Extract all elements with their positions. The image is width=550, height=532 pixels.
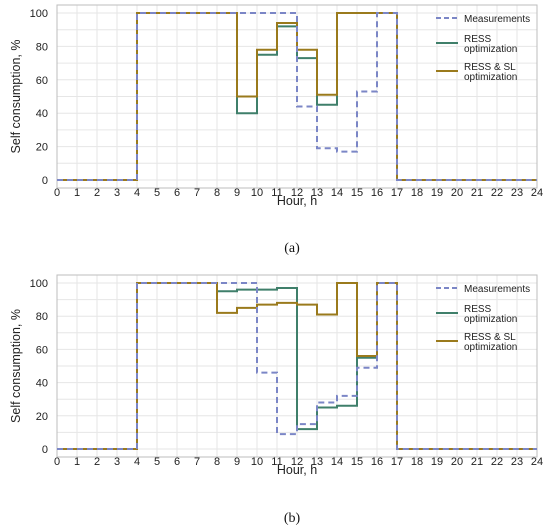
x-tick-label: 7 bbox=[194, 456, 200, 468]
y-tick-labels: 0 20 40 60 80 100 bbox=[30, 8, 48, 187]
y-tick-label: 100 bbox=[30, 8, 48, 20]
x-tick-label: 17 bbox=[391, 187, 403, 199]
x-tick-label: 23 bbox=[511, 456, 523, 468]
x-tick-label: 12 bbox=[291, 187, 303, 199]
x-tick-label: 11 bbox=[271, 456, 282, 468]
x-tick-label: 8 bbox=[214, 187, 220, 199]
series-line-measurements bbox=[57, 12, 537, 181]
x-tick-label: 24 bbox=[531, 187, 543, 199]
x-tick-label: 2 bbox=[94, 456, 100, 468]
x-tick-label: 16 bbox=[371, 187, 383, 199]
x-tick-label: 0 bbox=[54, 456, 60, 468]
y-tick-label: 0 bbox=[42, 444, 48, 456]
x-tick-label: 9 bbox=[234, 187, 240, 199]
y-tick-label: 80 bbox=[36, 41, 48, 53]
legend-label: optimization bbox=[464, 342, 517, 353]
x-tick-label: 19 bbox=[431, 187, 443, 199]
y-tick-label: 60 bbox=[36, 344, 48, 356]
x-tick-label: 22 bbox=[491, 456, 503, 468]
chart-panel-b: 0 1 2 3 4 5 6 7 8 9 10 11 12 13 14 15 16 17 18 19 20 21 22 23 24… bbox=[9, 274, 543, 526]
x-tick-label: 6 bbox=[174, 456, 180, 468]
y-tick-label: 60 bbox=[36, 75, 48, 87]
x-tick-labels: 0 1 2 3 4 5 6 7 8 9 10 11 12 13 14 15 16 17 18 19 20 21 22 23 24 bbox=[54, 187, 543, 199]
x-tick-label: 5 bbox=[154, 456, 160, 468]
legend-label: optimization bbox=[464, 72, 517, 83]
x-tick-label: 24 bbox=[531, 456, 543, 468]
panel-caption: (a) bbox=[284, 241, 300, 256]
x-tick-label: 2 bbox=[94, 187, 100, 199]
y-axis-label: Self consumption, % bbox=[9, 309, 23, 423]
legend-label: RESS & SL bbox=[464, 332, 516, 343]
legend-label: RESS bbox=[464, 304, 492, 315]
legend-label: RESS & SL bbox=[464, 62, 516, 73]
x-tick-label: 21 bbox=[471, 456, 483, 468]
x-axis-label: Hour, h bbox=[277, 194, 317, 208]
x-tick-label: 6 bbox=[174, 187, 180, 199]
x-tick-label: 16 bbox=[371, 456, 383, 468]
y-tick-label: 40 bbox=[36, 108, 48, 120]
x-tick-label: 13 bbox=[311, 187, 323, 199]
x-tick-label: 4 bbox=[134, 456, 140, 468]
y-tick-label: 20 bbox=[36, 411, 48, 423]
plot-frame bbox=[56, 4, 538, 189]
x-tick-label: 20 bbox=[451, 456, 463, 468]
y-axis-label: Self consumption, % bbox=[9, 40, 23, 154]
x-tick-label: 0 bbox=[54, 187, 60, 199]
x-tick-label: 11 bbox=[271, 187, 282, 199]
x-tick-label: 18 bbox=[411, 456, 423, 468]
x-tick-label: 14 bbox=[331, 187, 343, 199]
x-tick-label: 1 bbox=[74, 456, 80, 468]
x-tick-label: 12 bbox=[291, 456, 303, 468]
x-tick-label: 23 bbox=[511, 187, 523, 199]
x-tick-label: 7 bbox=[194, 187, 200, 199]
y-tick-labels: 0 20 40 60 80 100 bbox=[30, 278, 48, 456]
y-tick-label: 100 bbox=[30, 278, 48, 290]
x-tick-label: 4 bbox=[134, 187, 140, 199]
chart-panel-a: 0 1 2 3 4 5 6 7 8 9 10 11 12 13 14 15 16 17 18 19 20 21 22 23 24… bbox=[9, 4, 543, 256]
y-tick-label: 0 bbox=[42, 175, 48, 187]
x-axis-label: Hour, h bbox=[277, 463, 317, 477]
y-tick-label: 80 bbox=[36, 311, 48, 323]
x-tick-label: 14 bbox=[331, 456, 343, 468]
x-tick-label: 10 bbox=[251, 456, 263, 468]
x-tick-label: 10 bbox=[251, 187, 263, 199]
x-tick-label: 3 bbox=[114, 187, 120, 199]
x-tick-labels: 0 1 2 3 4 5 6 7 8 9 10 11 12 13 14 15 16 17 18 19 20 21 22 23 24 bbox=[54, 456, 543, 468]
x-tick-label: 21 bbox=[471, 187, 483, 199]
x-tick-label: 17 bbox=[391, 456, 403, 468]
x-tick-label: 5 bbox=[154, 187, 160, 199]
x-tick-label: 1 bbox=[74, 187, 80, 199]
legend-label: optimization bbox=[464, 314, 517, 325]
x-tick-label: 18 bbox=[411, 187, 423, 199]
x-tick-label: 15 bbox=[351, 456, 363, 468]
y-tick-label: 20 bbox=[36, 142, 48, 154]
legend-label: Measurements bbox=[464, 14, 530, 25]
x-tick-label: 20 bbox=[451, 187, 463, 199]
x-tick-label: 8 bbox=[214, 456, 220, 468]
panel-caption: (b) bbox=[284, 511, 301, 526]
legend-label: RESS bbox=[464, 34, 492, 45]
x-tick-label: 19 bbox=[431, 456, 443, 468]
series-line-measurements bbox=[57, 282, 537, 450]
x-tick-label: 3 bbox=[114, 456, 120, 468]
x-tick-label: 13 bbox=[311, 456, 323, 468]
plot-frame bbox=[56, 274, 538, 458]
x-tick-label: 22 bbox=[491, 187, 503, 199]
y-tick-label: 40 bbox=[36, 378, 48, 390]
legend-label: Measurements bbox=[464, 284, 530, 295]
x-tick-label: 15 bbox=[351, 187, 363, 199]
x-tick-label: 9 bbox=[234, 456, 240, 468]
legend-label: optimization bbox=[464, 44, 517, 55]
